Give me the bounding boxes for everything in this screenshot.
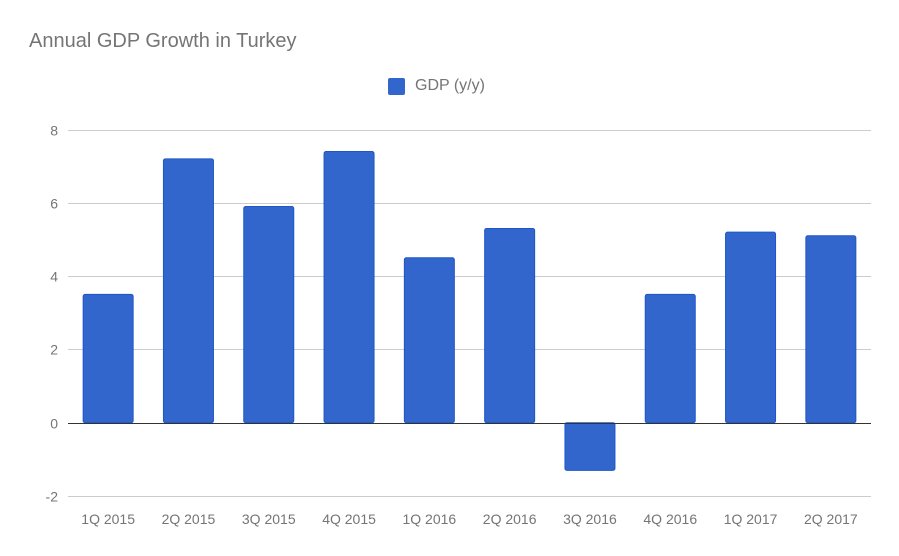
x-tick-label: 2Q 2016 xyxy=(483,511,537,527)
x-tick-label: 2Q 2015 xyxy=(162,511,216,527)
x-tick-label: 3Q 2015 xyxy=(242,511,296,527)
x-tick-label: 4Q 2016 xyxy=(643,511,697,527)
y-tick-label: 2 xyxy=(50,342,58,358)
bar-2q-2015[interactable] xyxy=(162,158,214,424)
bar-1q-2017[interactable] xyxy=(725,231,777,424)
x-tick-label: 1Q 2016 xyxy=(402,511,456,527)
x-tick-label: 2Q 2017 xyxy=(804,511,858,527)
legend-label: GDP (y/y) xyxy=(415,77,485,94)
legend-swatch-icon xyxy=(388,77,405,95)
bar-2q-2017[interactable] xyxy=(805,235,857,424)
bar-3q-2016[interactable] xyxy=(564,422,616,471)
y-tick-label: -2 xyxy=(46,489,59,505)
x-tick-label: 1Q 2015 xyxy=(81,511,135,527)
bar-4q-2015[interactable] xyxy=(323,150,375,424)
x-tick-label: 4Q 2015 xyxy=(322,511,376,527)
x-tick-label: 1Q 2017 xyxy=(724,511,778,527)
y-tick-label: 0 xyxy=(50,416,58,432)
bar-3q-2015[interactable] xyxy=(243,205,295,424)
bar-2q-2016[interactable] xyxy=(484,227,536,424)
bar-4q-2016[interactable] xyxy=(644,293,696,424)
y-tick-label: 6 xyxy=(50,196,58,212)
bar-1q-2015[interactable] xyxy=(82,293,134,424)
legend: GDP (y/y) xyxy=(388,77,485,95)
chart-title: Annual GDP Growth in Turkey xyxy=(29,30,297,52)
bar-1q-2016[interactable] xyxy=(403,257,455,424)
y-tick-label: 4 xyxy=(50,269,58,285)
x-tick-label: 3Q 2016 xyxy=(563,511,617,527)
y-tick-label: 8 xyxy=(50,123,58,139)
